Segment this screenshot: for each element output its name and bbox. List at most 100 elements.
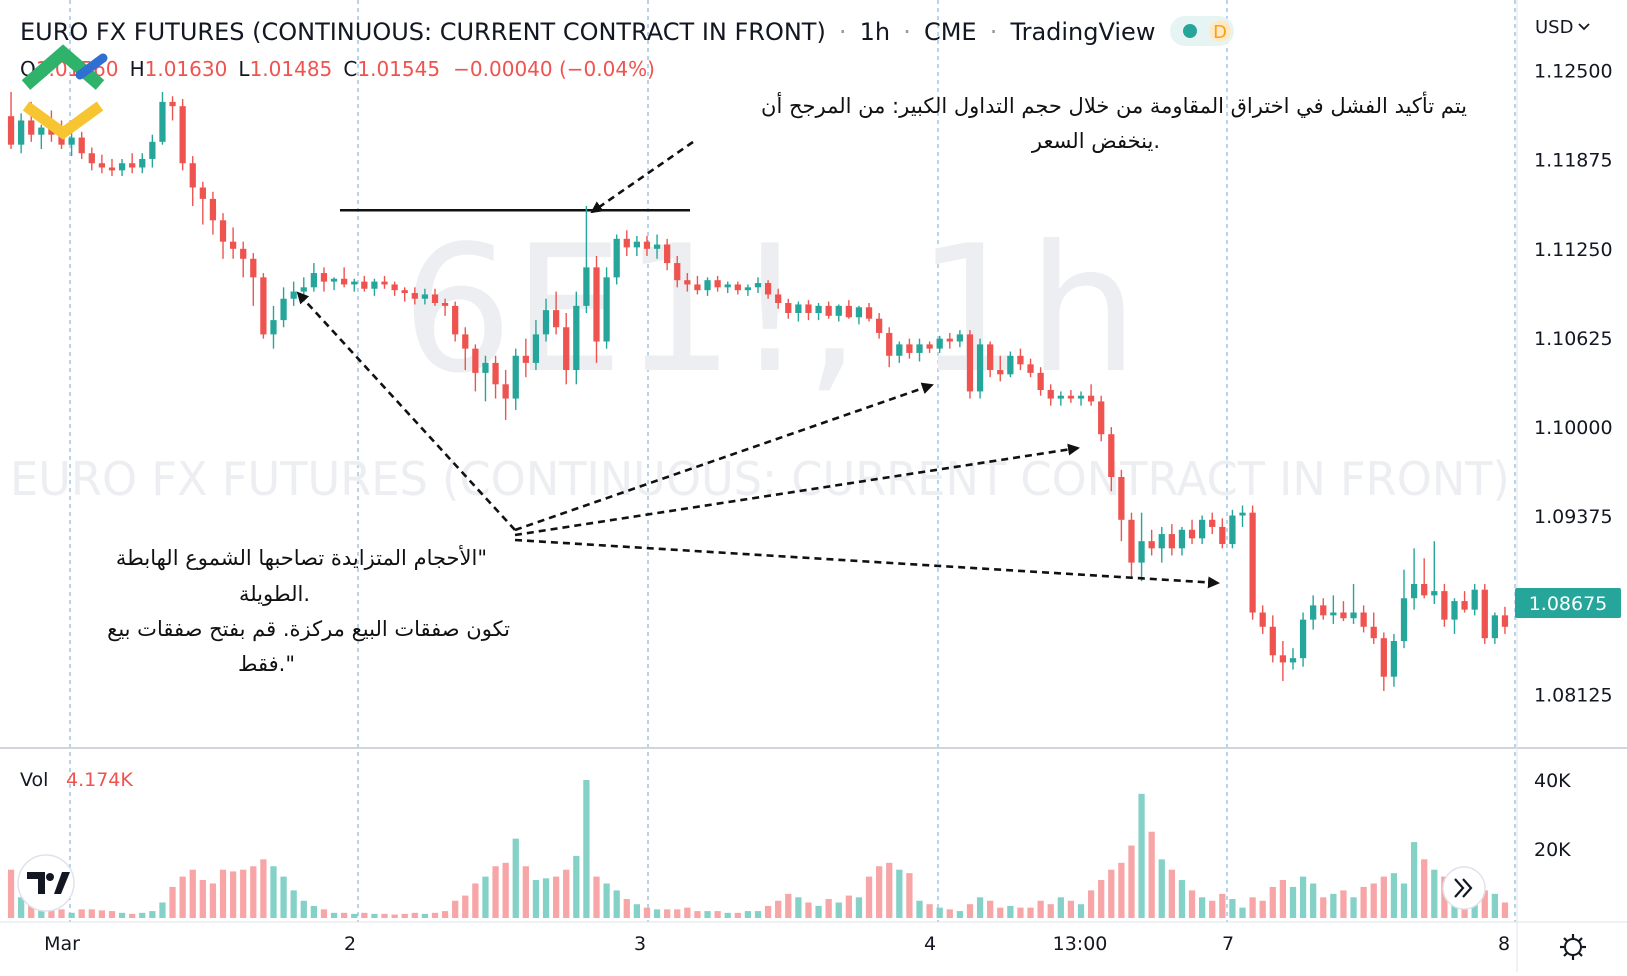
candle [542,298,550,342]
candle-body [1390,641,1398,677]
price-tick-label[interactable]: 1.08125 [1534,685,1613,707]
candle-body [764,283,772,295]
candle-body [441,303,449,306]
candle [1501,606,1509,634]
candle [260,273,267,339]
volume-bar [734,912,741,918]
volume-bar [1330,893,1337,918]
candle-body [1128,519,1135,563]
volume-bar [633,904,641,918]
candle-body [330,278,338,282]
candle [1209,512,1216,535]
candle-body [603,277,610,342]
candle-body [1421,583,1428,596]
candle [694,275,701,295]
volume-bar [926,904,933,918]
time-tick-label[interactable]: 4 [924,933,936,955]
tradingview-logo-icon[interactable] [17,854,75,912]
volume-layer [7,780,1509,918]
price-axis[interactable]: 1.12500 1.11875 1.11250 1.10625 1.10000 1.093… [1534,61,1613,707]
candle-body [987,344,994,371]
volume-tick-label[interactable]: 20K [1534,839,1571,861]
symbol-title[interactable]: EURO FX FUTURES (CONTINUOUS: CURRENT CON… [20,18,826,46]
volume-legend: Vol 4.174K [20,769,133,791]
volume-bar [1481,890,1488,918]
candle-body [68,137,75,145]
time-tick-label[interactable]: 13:00 [1053,933,1108,955]
volume-bar [764,905,772,918]
double-chevron-right-icon[interactable] [1454,878,1473,898]
price-tick-label[interactable]: 1.10000 [1534,417,1613,439]
chevron-down-icon[interactable] [1578,23,1590,31]
volume-bar [209,883,217,918]
volume-axis[interactable]: 40K 20K [1534,770,1571,861]
candle [280,287,287,328]
settings-button[interactable] [1560,934,1586,960]
candle-body [734,284,741,291]
candle-body [815,305,822,313]
volume-bar [300,900,307,918]
price-tick-label[interactable]: 1.12500 [1534,61,1613,83]
volume-bar [613,890,620,918]
candle [320,267,328,292]
time-axis[interactable]: Mar 2 3 4 13:00 7 8 [44,933,1510,955]
volume-bar [522,866,529,918]
candle [704,277,711,296]
price-tick-label[interactable]: 1.11875 [1534,150,1613,172]
candle [1168,524,1175,556]
ohlc-high-label: H [130,57,145,81]
price-tick-label[interactable]: 1.09375 [1534,506,1613,528]
candle [290,281,297,306]
candle [1370,612,1377,644]
volume-bar [472,883,479,918]
annotation-top-line2: ينخفض السعر. [1031,129,1160,153]
scroll-realtime-button[interactable] [1442,866,1486,910]
interval-label[interactable]: 1h [860,18,890,46]
candle [956,330,964,348]
volume-bar [229,871,237,918]
time-tick-label[interactable]: Mar [44,933,80,955]
candle [452,301,459,342]
market-status-badge[interactable]: D [1170,16,1234,46]
volume-bar [1077,904,1085,918]
candle [472,344,479,392]
candle [401,287,408,302]
time-tick-label[interactable]: 7 [1222,933,1234,955]
volume-bar [118,912,126,918]
candle-body [1027,364,1034,373]
volume-tick-label[interactable]: 40K [1534,770,1571,792]
candle-body [361,281,368,289]
volume-bar [482,876,489,918]
candle-body [1108,434,1115,478]
candle-body [1239,512,1246,516]
candle [603,267,610,349]
candle [492,355,499,399]
gear-icon[interactable] [1564,938,1582,956]
ohlc-close-value: 1.01545 [357,57,440,81]
candle-body [1158,534,1165,549]
price-tick-label[interactable]: 1.11250 [1534,239,1613,261]
price-tick-label[interactable]: 1.10625 [1534,328,1613,350]
volume-bar [896,869,903,918]
candle-body [512,355,519,399]
candle [1108,427,1115,492]
candle [664,238,671,271]
candle [1178,526,1186,556]
candle [1188,519,1196,545]
candle [431,288,439,306]
ohlc-low-label: L [238,57,250,81]
volume-bar [1087,890,1095,918]
time-tick-label[interactable]: 8 [1498,933,1510,955]
time-tick-label[interactable]: 2 [344,933,356,955]
currency-label[interactable]: USD [1535,17,1573,38]
currency-button[interactable]: USD [1535,17,1590,38]
volume-bar [139,912,146,918]
volume-bar [694,911,701,918]
candle [411,287,418,305]
volume-bar [674,909,681,918]
time-tick-label[interactable]: 3 [634,933,646,955]
candle-body [1431,591,1438,596]
candle-body [492,362,499,385]
candle [502,370,509,420]
